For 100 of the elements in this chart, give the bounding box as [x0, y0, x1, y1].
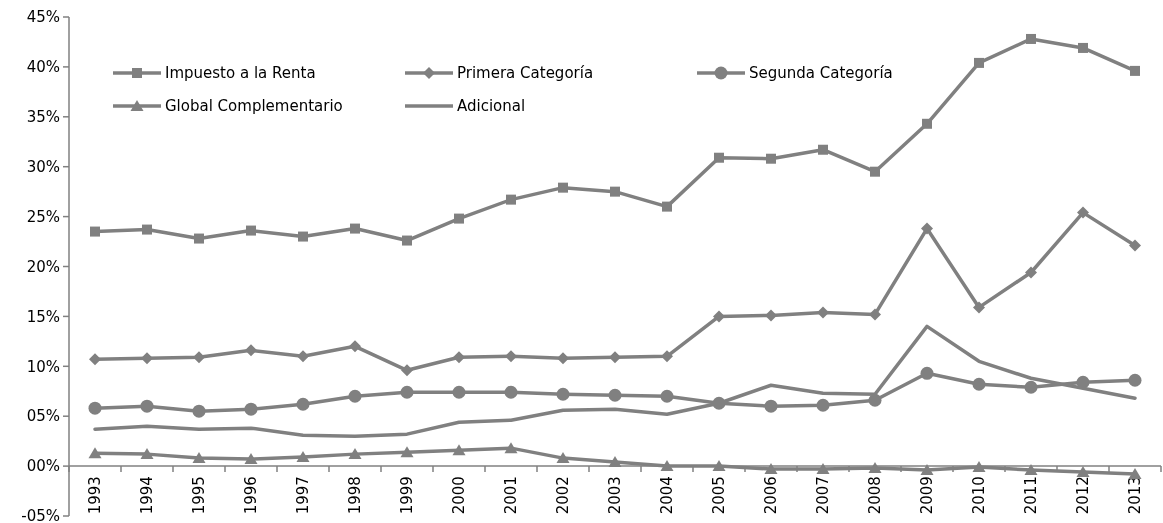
point	[400, 446, 414, 458]
point	[660, 389, 674, 403]
point	[298, 231, 308, 242]
point	[452, 385, 466, 399]
point	[348, 389, 362, 403]
point	[244, 453, 258, 465]
x-tick-label: 1993	[86, 476, 105, 515]
point	[869, 308, 881, 321]
point	[192, 452, 206, 464]
point	[1024, 380, 1038, 394]
x-tick-label: 2011	[1022, 476, 1041, 515]
point	[766, 153, 776, 164]
point	[349, 340, 361, 353]
point	[764, 399, 778, 413]
point	[400, 385, 414, 399]
point	[1128, 373, 1142, 387]
point	[714, 152, 724, 163]
point	[608, 388, 622, 402]
point	[818, 144, 828, 155]
x-tick-label: 2002	[554, 476, 573, 515]
point	[504, 385, 518, 399]
point	[142, 224, 152, 235]
x-tick-label: 1994	[138, 476, 157, 515]
point	[556, 452, 570, 464]
point	[920, 366, 934, 380]
point	[1025, 266, 1037, 279]
legend-label: Global Complementario	[165, 97, 343, 116]
point	[712, 460, 726, 472]
point	[816, 398, 830, 412]
point	[402, 235, 412, 246]
point	[556, 387, 570, 401]
point	[661, 350, 673, 363]
point	[244, 402, 258, 416]
point	[1024, 464, 1038, 476]
point	[1130, 65, 1140, 76]
point	[504, 442, 518, 454]
point	[140, 448, 154, 460]
x-tick-label: 2003	[606, 476, 625, 515]
x-tick-label: 2009	[918, 476, 937, 515]
point	[297, 350, 309, 363]
y-tick-label: -05%	[21, 507, 60, 523]
point	[1077, 206, 1089, 219]
y-tick-label: 10%	[26, 357, 60, 376]
point	[1078, 42, 1088, 53]
x-tick-label: 2004	[658, 476, 677, 515]
x-tick-label: 2001	[502, 476, 521, 515]
point	[610, 186, 620, 197]
point	[608, 456, 622, 468]
y-tick-label: 05%	[26, 407, 60, 426]
point	[194, 233, 204, 244]
point	[1026, 33, 1036, 44]
point	[350, 223, 360, 234]
x-tick-label: 2007	[814, 476, 833, 515]
point	[506, 194, 516, 205]
point	[89, 353, 101, 366]
point	[557, 352, 569, 365]
x-tick-label: 1998	[346, 476, 365, 515]
point	[870, 166, 880, 177]
point	[922, 118, 932, 129]
y-tick-label: 30%	[26, 157, 60, 176]
point	[1076, 466, 1090, 478]
y-tick-label: 40%	[26, 58, 60, 77]
point	[453, 351, 465, 364]
point	[140, 399, 154, 413]
point	[973, 301, 985, 314]
x-tick-label: 1996	[242, 476, 261, 515]
point	[88, 447, 102, 459]
point	[558, 182, 568, 193]
point	[713, 310, 725, 323]
point	[296, 397, 310, 411]
point	[90, 226, 100, 237]
point	[972, 377, 986, 391]
y-tick-label: 20%	[26, 257, 60, 276]
y-tick-label: 35%	[26, 108, 60, 127]
point	[660, 460, 674, 472]
y-tick-label: 15%	[26, 307, 60, 326]
legend-label: Adicional	[457, 97, 526, 116]
point	[609, 351, 621, 364]
point	[348, 448, 362, 460]
x-tick-label: 1997	[294, 476, 313, 515]
point	[401, 364, 413, 377]
x-tick-label: 2010	[970, 476, 989, 515]
x-tick-label: 2000	[450, 476, 469, 515]
point	[505, 350, 517, 363]
point	[245, 344, 257, 357]
y-tick-label: 25%	[26, 207, 60, 226]
point	[974, 57, 984, 68]
point	[972, 461, 986, 473]
x-tick-label: 2005	[710, 476, 729, 515]
point	[141, 352, 153, 365]
y-tick-label: 00%	[26, 457, 60, 476]
x-tick-label: 1999	[398, 476, 417, 515]
point	[246, 225, 256, 236]
legend-label: Segunda Categoría	[749, 64, 893, 83]
legend-label: Primera Categoría	[457, 64, 594, 83]
point	[1129, 239, 1141, 252]
point	[296, 451, 310, 463]
x-tick-label: 2008	[866, 476, 885, 515]
point	[1128, 468, 1142, 480]
point	[192, 404, 206, 418]
